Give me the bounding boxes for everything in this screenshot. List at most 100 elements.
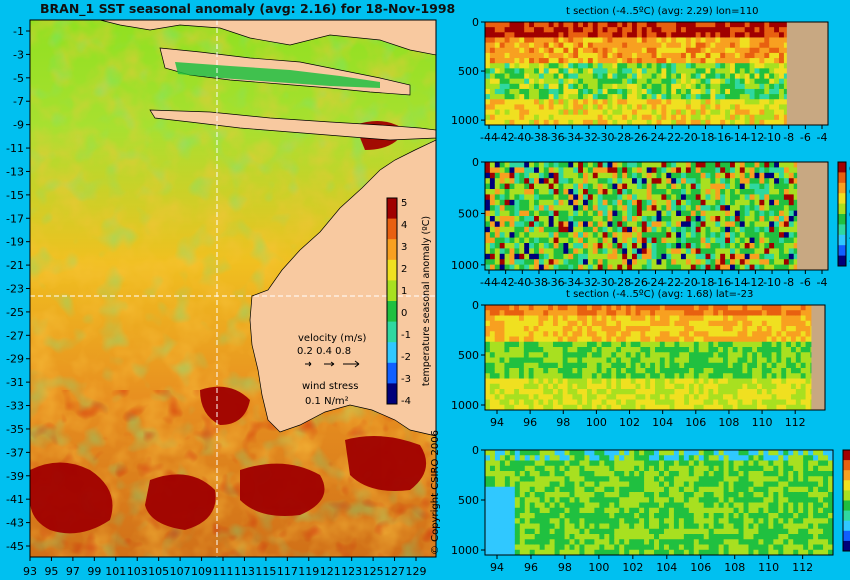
- lat-tick-label: -5: [13, 72, 24, 85]
- colorbar-segment: [387, 362, 397, 384]
- section-x-tick-label: -12: [746, 276, 764, 289]
- depth-tick-label: 0: [472, 444, 479, 457]
- colorbar-segment: [387, 383, 397, 405]
- lat-tick-label: -23: [6, 283, 24, 296]
- section-x-tick-label: -4: [817, 276, 828, 289]
- section-land: [786, 22, 828, 125]
- lat-tick-label: -43: [6, 517, 24, 530]
- section-x-tick-label: -30: [597, 276, 615, 289]
- section-x-tick-label: -4: [817, 131, 828, 144]
- section-x-tick-label: 100: [586, 416, 607, 429]
- section-x-tick-label: -16: [713, 131, 731, 144]
- colorbar-segment: [387, 321, 397, 343]
- lon-tick-label: 97: [66, 565, 80, 578]
- velocity-colorbar-segment: [838, 162, 846, 173]
- velocity-colorbar-segment: [838, 193, 846, 205]
- section-x-tick-label: -28: [613, 131, 631, 144]
- lon-tick-label: 105: [148, 565, 169, 578]
- section-x-tick-label: -44: [480, 276, 498, 289]
- section-x-tick-label: 98: [556, 416, 570, 429]
- velocity-legend-title: velocity (m/s): [298, 333, 366, 344]
- colorbar-tick-label: -4: [401, 396, 411, 407]
- colorbar-segment: [387, 239, 397, 261]
- section-x-tick-label: 98: [558, 561, 572, 574]
- depth-tick-label: 500: [458, 65, 479, 78]
- lon-tick-label: 107: [170, 565, 191, 578]
- lon-tick-label: 115: [255, 565, 276, 578]
- section-panel-3: 0 500 1000 94 96 98 100 102 104 106 108 110 112: [451, 299, 826, 429]
- section-x-tick-label: 112: [785, 416, 806, 429]
- section-x-tick-label: -14: [730, 276, 748, 289]
- section-x-tick-label: -20: [680, 276, 698, 289]
- section-x-tick-label: -32: [580, 276, 598, 289]
- section-x-tick-label: 100: [588, 561, 609, 574]
- map-axes: -1-3-5-7-9-11-13-15-17-19-21-23-25-27-29…: [6, 25, 426, 578]
- lon-tick-label: 95: [44, 565, 58, 578]
- section-x-tick-label: 106: [685, 416, 706, 429]
- velocity-colorbar-segment: [843, 480, 850, 491]
- lat-tick-label: -9: [13, 119, 24, 132]
- section-x-tick-label: 108: [724, 561, 745, 574]
- lon-tick-label: 127: [384, 565, 405, 578]
- velocity-colorbar-segment: [838, 214, 846, 225]
- section-x-tick-label: 106: [690, 561, 711, 574]
- lat-tick-label: -19: [6, 236, 24, 249]
- section-x-tick-label: 94: [490, 561, 504, 574]
- velocity-legend-scale: 0.2 0.4 0.8: [297, 346, 351, 357]
- lon-tick-label: 111: [213, 565, 234, 578]
- lat-tick-label: -3: [13, 48, 24, 61]
- section-x-tick-label: -8: [783, 276, 794, 289]
- colorbar-tick-label: 0: [401, 308, 407, 319]
- depth-tick-label: 500: [458, 349, 479, 362]
- section-x-tick-label: -14: [730, 131, 748, 144]
- section-x-tick-label: -38: [530, 276, 548, 289]
- section-x-tick-label: 110: [758, 561, 779, 574]
- wind-legend-title: wind stress: [302, 381, 358, 392]
- section-panel-2: 05001000-44-42-40-38-36-34-32-30-28-26-2…: [451, 156, 850, 289]
- main-title: BRAN_1 SST seasonal anomaly (avg: 2.16) …: [40, 1, 456, 16]
- section-x-tick-label: 102: [622, 561, 643, 574]
- lon-tick-label: 113: [234, 565, 255, 578]
- depth-tick-label: 1000: [451, 114, 479, 127]
- land-anomaly-overlay: [175, 62, 380, 88]
- section-x-tick-label: -44: [480, 131, 498, 144]
- depth-tick-label: 1000: [451, 399, 479, 412]
- lat-tick-label: -25: [6, 306, 24, 319]
- section-x-tick-label: -32: [580, 131, 598, 144]
- lat-tick-label: -17: [6, 212, 24, 225]
- section-x-tick-label: -24: [647, 276, 665, 289]
- lat-tick-label: -35: [6, 423, 24, 436]
- lat-tick-label: -7: [13, 95, 24, 108]
- lon-tick-label: 109: [191, 565, 212, 578]
- lon-tick-label: 123: [341, 565, 362, 578]
- section-land: [811, 305, 825, 410]
- colorbar-tick-label: 5: [401, 198, 407, 209]
- depth-tick-label: 500: [458, 494, 479, 507]
- velocity-colorbar-segment: [843, 520, 850, 532]
- depth-tick-label: 1000: [451, 544, 479, 557]
- section-panel-1: 05001000-44-42-40-38-36-34-32-30-28-26-2…: [451, 16, 829, 144]
- section-x-tick-label: -36: [547, 276, 565, 289]
- lat-tick-label: -21: [6, 259, 24, 272]
- section-x-tick-label: -12: [746, 131, 764, 144]
- section-x-tick-label: -42: [497, 131, 515, 144]
- section-x-tick-label: 112: [792, 561, 813, 574]
- colorbar-tick-label: 2: [401, 264, 407, 275]
- section-x-tick-label: -40: [513, 131, 531, 144]
- colorbar-tick-label: -2: [401, 352, 411, 363]
- section-x-tick-label: -38: [530, 131, 548, 144]
- section-x-tick-label: -18: [696, 276, 714, 289]
- section-x-tick-label: -22: [663, 276, 681, 289]
- velocity-colorbar-segment: [843, 500, 850, 512]
- colorbar-segment: [387, 259, 397, 281]
- lon-tick-label: 125: [363, 565, 384, 578]
- section-panels: 05001000-44-42-40-38-36-34-32-30-28-26-2…: [451, 16, 850, 574]
- section-x-tick-label: -26: [630, 131, 648, 144]
- section-x-tick-label: 104: [656, 561, 677, 574]
- lat-tick-label: -29: [6, 353, 24, 366]
- section-x-tick-label: -10: [763, 131, 781, 144]
- lon-tick-label: 119: [298, 565, 319, 578]
- section-x-tick-label: 104: [652, 416, 673, 429]
- section-x-tick-label: -8: [783, 131, 794, 144]
- section-x-tick-label: -10: [763, 276, 781, 289]
